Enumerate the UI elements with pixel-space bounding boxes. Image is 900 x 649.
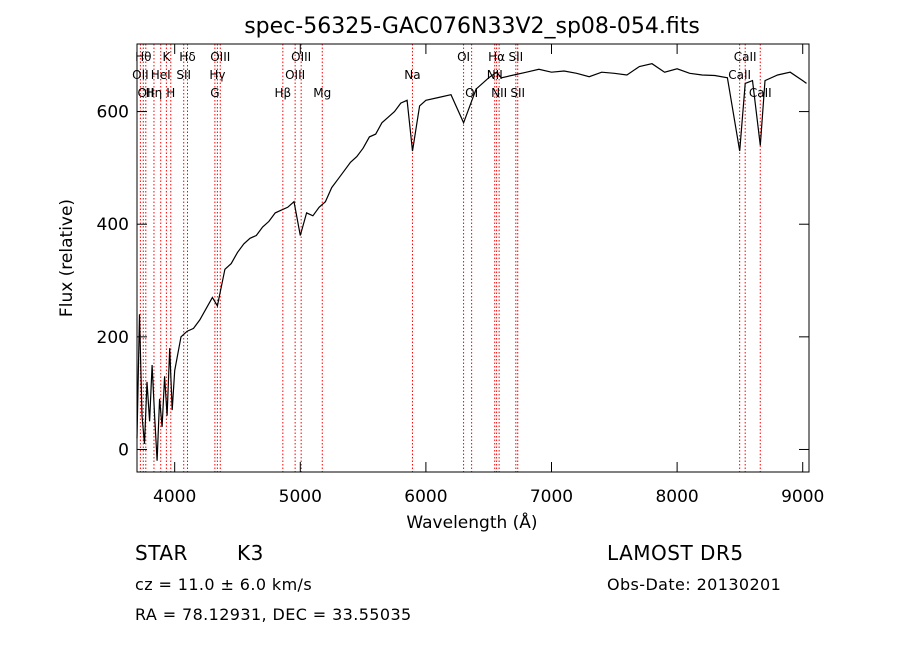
x-tick-label-4: 8000 (655, 487, 698, 507)
chart-title: spec-56325-GAC076N33V2_sp08-054.fits (244, 14, 700, 39)
observation-date: Obs-Date: 20130201 (607, 575, 782, 594)
line-label-4: HeI (151, 68, 171, 82)
spectral-line-labels: OIIHθOIIHηHeIKHSIIHδGHγOIIIHβOIIIOIIIMgN… (132, 50, 772, 100)
coordinates: RA = 78.12931, DEC = 33.55035 (135, 605, 412, 624)
object-type: STAR (135, 541, 188, 565)
y-axis: 0 200 400 600 (97, 103, 809, 460)
line-label-11: OIII (210, 50, 230, 64)
line-label-15: Mg (313, 86, 331, 100)
plot-frame (136, 43, 810, 473)
y-tick-label-1: 200 (97, 328, 129, 348)
line-label-17: OI (457, 50, 470, 64)
line-label-19: NII (487, 68, 503, 82)
spectrum-series (136, 63, 807, 461)
line-label-14: OIII (291, 50, 311, 64)
line-label-1: Hθ (135, 50, 151, 64)
line-label-20: Hα (488, 50, 505, 64)
line-label-10: Hγ (209, 68, 225, 82)
line-label-13: OIII (285, 68, 305, 82)
line-label-5: K (162, 50, 171, 64)
survey-release: LAMOST DR5 (607, 541, 744, 565)
y-tick-label-0: 0 (118, 440, 129, 460)
line-label-16: Na (404, 68, 420, 82)
line-label-12: Hβ (274, 86, 291, 100)
y-tick-label-2: 400 (97, 215, 129, 235)
x-axis-label: Wavelength (Å) (406, 511, 537, 533)
line-label-24: CaII (728, 68, 751, 82)
x-tick-label-3: 7000 (530, 487, 573, 507)
y-axis-label: Flux (relative) (57, 199, 77, 317)
x-tick-label-0: 4000 (153, 487, 196, 507)
redshift-velocity: cz = 11.0 ± 6.0 km/s (135, 575, 313, 594)
line-label-8: Hδ (179, 50, 195, 64)
x-tick-label-1: 5000 (279, 487, 322, 507)
spectral-subclass: K3 (237, 541, 264, 565)
line-label-22: SII (508, 50, 523, 64)
x-tick-label-2: 6000 (404, 487, 447, 507)
line-label-9: G (210, 86, 219, 100)
spectrum-line-0 (136, 63, 807, 461)
y-tick-label-3: 600 (97, 103, 129, 123)
line-label-26: CaII (749, 86, 772, 100)
line-label-2: OII (138, 86, 155, 100)
line-label-7: SII (176, 68, 191, 82)
spectral-line-markers (139, 44, 761, 472)
line-label-3: Hη (146, 86, 163, 100)
line-label-6: H (166, 86, 175, 100)
x-axis: 4000 5000 6000 7000 8000 9000 (153, 44, 824, 507)
line-label-23: SII (510, 86, 525, 100)
line-label-21: NII (491, 86, 507, 100)
line-label-25: CaII (734, 50, 757, 64)
line-label-18: OI (465, 86, 478, 100)
x-tick-label-5: 9000 (781, 487, 824, 507)
line-label-0: OII (132, 68, 149, 82)
